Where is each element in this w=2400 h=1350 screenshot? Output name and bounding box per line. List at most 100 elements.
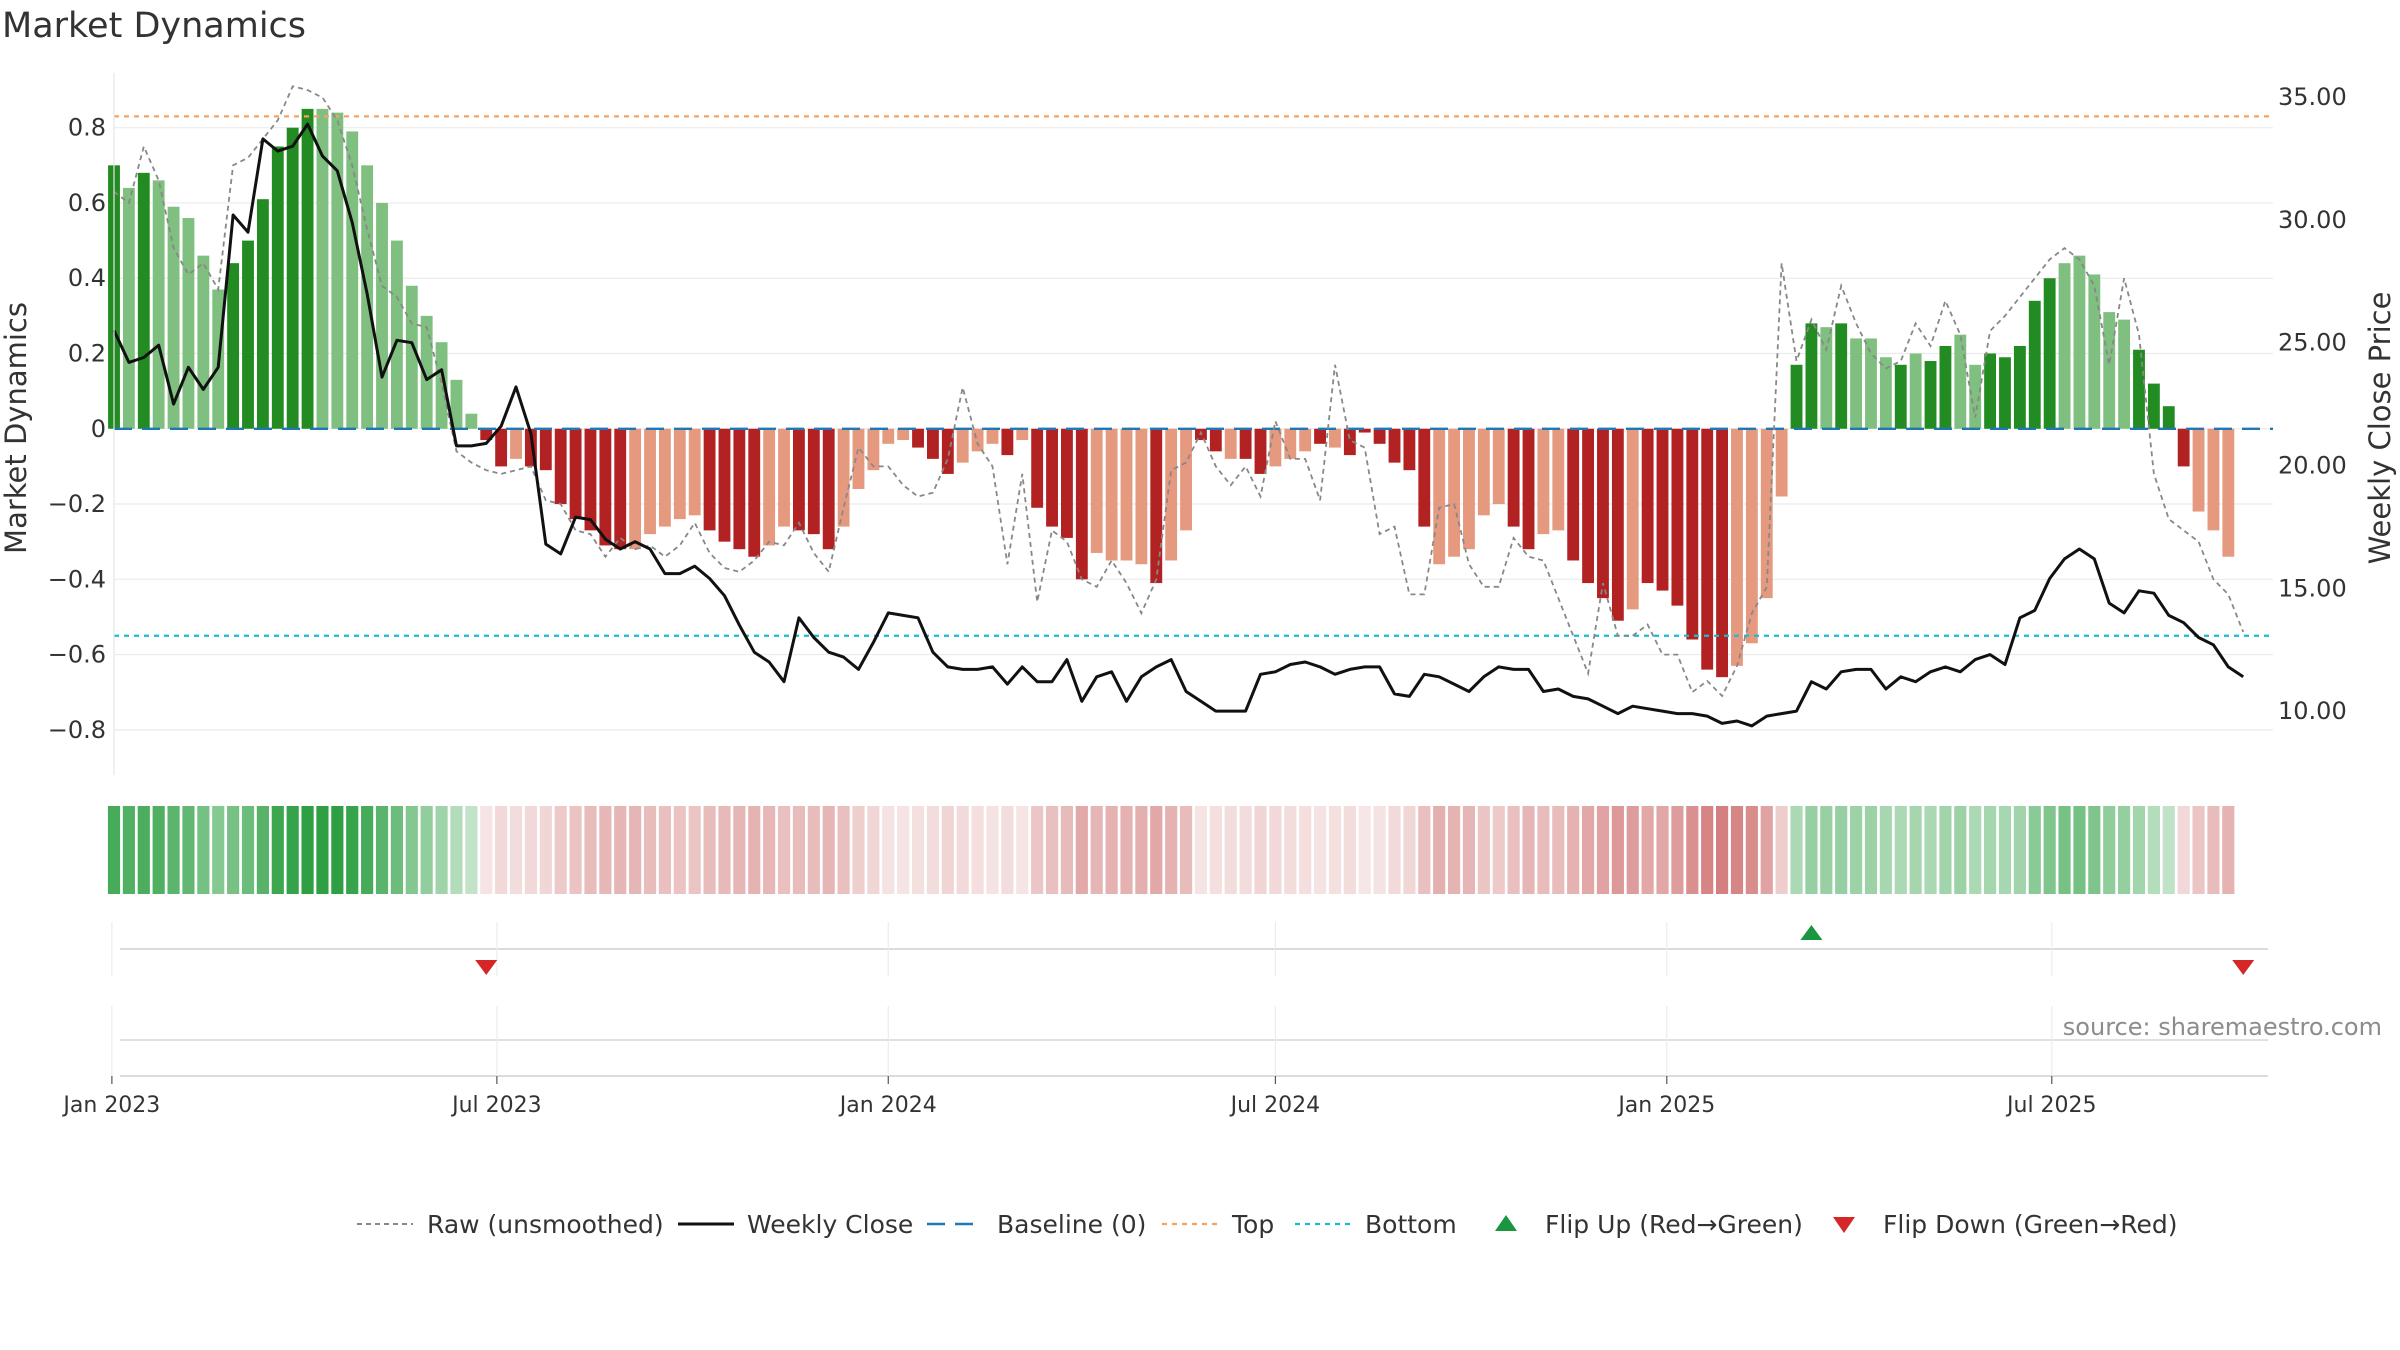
heatmap-cell <box>1343 806 1356 894</box>
heatmap-cell <box>852 806 865 894</box>
heatmap-cell <box>1984 806 1997 894</box>
heatmap-cell <box>1507 806 1520 894</box>
heatmap-cell <box>614 806 627 894</box>
market-dynamics-bar <box>1954 334 1967 429</box>
market-dynamics-bar <box>450 379 463 429</box>
market-dynamics-bar <box>1820 327 1833 429</box>
heatmap-cell <box>212 806 225 894</box>
market-dynamics-bar <box>1656 428 1669 591</box>
market-dynamics-bar <box>2088 274 2101 429</box>
legend-label: Top <box>1231 1210 1274 1239</box>
market-dynamics-bar <box>1046 428 1058 527</box>
heatmap-cell <box>331 806 344 894</box>
heatmap-cell <box>1939 806 1952 894</box>
market-dynamics-bar <box>644 428 656 535</box>
heatmap-cell <box>1745 806 1758 894</box>
market-dynamics-bar <box>1180 428 1192 531</box>
market-dynamics-bar <box>227 263 240 429</box>
market-dynamics-bar <box>673 428 686 520</box>
market-dynamics-bar <box>1805 323 1818 429</box>
heatmap-cell <box>1179 806 1193 894</box>
market-dynamics-bar <box>1850 338 1863 429</box>
heatmap-cell <box>1671 806 1684 894</box>
heatmap-cell <box>643 806 657 894</box>
market-dynamics-bar <box>1224 428 1237 459</box>
market-dynamics-bar <box>1165 428 1178 561</box>
market-dynamics-bar <box>688 428 701 516</box>
market-dynamics-bar <box>2207 428 2220 531</box>
market-dynamics-bar <box>1924 361 1937 429</box>
heatmap-cell <box>1924 806 1937 894</box>
flip-down-marker <box>475 960 498 975</box>
heatmap-cell <box>271 806 284 894</box>
market-dynamics-bar <box>1477 428 1490 516</box>
market-dynamics-bar <box>1284 428 1297 459</box>
legend-label: Flip Up (Red→Green) <box>1545 1210 1803 1239</box>
heatmap-cell <box>569 806 582 894</box>
market-dynamics-bar <box>2103 312 2116 429</box>
heatmap-cell <box>1537 806 1550 894</box>
market-dynamics-bar <box>837 428 850 527</box>
heatmap-cell <box>2207 806 2220 894</box>
heatmap-cell <box>599 806 612 894</box>
market-dynamics-bar <box>1522 428 1535 550</box>
market-dynamics-bar <box>2192 428 2205 512</box>
market-dynamics-bar <box>1507 428 1520 527</box>
heatmap-cell <box>480 806 493 894</box>
heatmap-cell <box>346 806 359 894</box>
heatmap-cell <box>1120 806 1133 894</box>
heatmap-cell <box>241 806 255 894</box>
heatmap-cell <box>197 806 210 894</box>
market-dynamics-bar <box>182 218 195 429</box>
market-dynamics-bar <box>1969 364 1982 429</box>
heatmap-cell <box>688 806 701 894</box>
y2-tick-label: 15.00 <box>2278 574 2347 602</box>
x-tick-label: Jul 2023 <box>450 1093 542 1118</box>
heatmap-cell <box>1462 806 1476 894</box>
market-dynamics-bar <box>1343 428 1356 456</box>
market-dynamics-bar <box>897 428 910 441</box>
legend-item-close: Weekly Close <box>678 1210 913 1239</box>
market-dynamics-bar <box>927 428 939 459</box>
legend-swatch <box>1833 1217 1855 1233</box>
market-dynamics-bar <box>554 428 567 505</box>
heatmap-cell <box>2028 806 2041 894</box>
heatmap-cell <box>1492 806 1505 894</box>
heatmap-cell <box>1626 806 1639 894</box>
weekly-close-line <box>112 122 2245 728</box>
heatmap-cell <box>375 806 389 894</box>
market-dynamics-bar <box>1894 364 1907 429</box>
heatmap-cell <box>256 806 269 894</box>
heatmap-cell <box>227 806 240 894</box>
market-dynamics-bar <box>2013 345 2026 429</box>
legend-label: Raw (unsmoothed) <box>427 1210 664 1239</box>
market-dynamics-bar <box>1075 428 1088 580</box>
legend-item-top: Top <box>1162 1210 1274 1239</box>
flip-up-marker <box>1800 925 1823 940</box>
heatmap-cell <box>1552 806 1565 894</box>
heatmap-cell <box>2058 806 2071 894</box>
heatmap-cell <box>2118 806 2131 894</box>
heatmap-cell <box>1075 806 1088 894</box>
market-dynamics-bar <box>1835 323 1848 429</box>
market-dynamics-bar <box>1433 428 1446 565</box>
bars-layer <box>108 108 2235 678</box>
axes-layer: −0.8 −0.6 −0.4 −0.2 0 0.2 0.4 0.6 0.8 10.00 15.00 2… <box>48 73 2347 775</box>
heatmap-cell <box>1820 806 1833 894</box>
market-dynamics-bar <box>524 428 537 467</box>
heatmap-cell <box>524 806 537 894</box>
heatmap-cell <box>911 806 925 894</box>
market-dynamics-bar <box>2073 255 2086 429</box>
y-tick-label: −0.4 <box>48 565 106 593</box>
market-dynamics-bar <box>2147 383 2160 429</box>
heatmap-cell <box>1909 806 1922 894</box>
market-dynamics-bar <box>807 428 820 535</box>
market-dynamics-bar <box>614 428 627 550</box>
heatmap-cell <box>316 806 329 894</box>
market-dynamics-bar <box>778 428 790 527</box>
market-dynamics-bar <box>197 255 210 429</box>
x-tick-label: Jan 2024 <box>838 1093 937 1118</box>
heatmap-cell <box>2222 806 2235 894</box>
legend-item-bottom: Bottom <box>1295 1210 1457 1239</box>
heatmap-cell <box>1016 806 1029 894</box>
